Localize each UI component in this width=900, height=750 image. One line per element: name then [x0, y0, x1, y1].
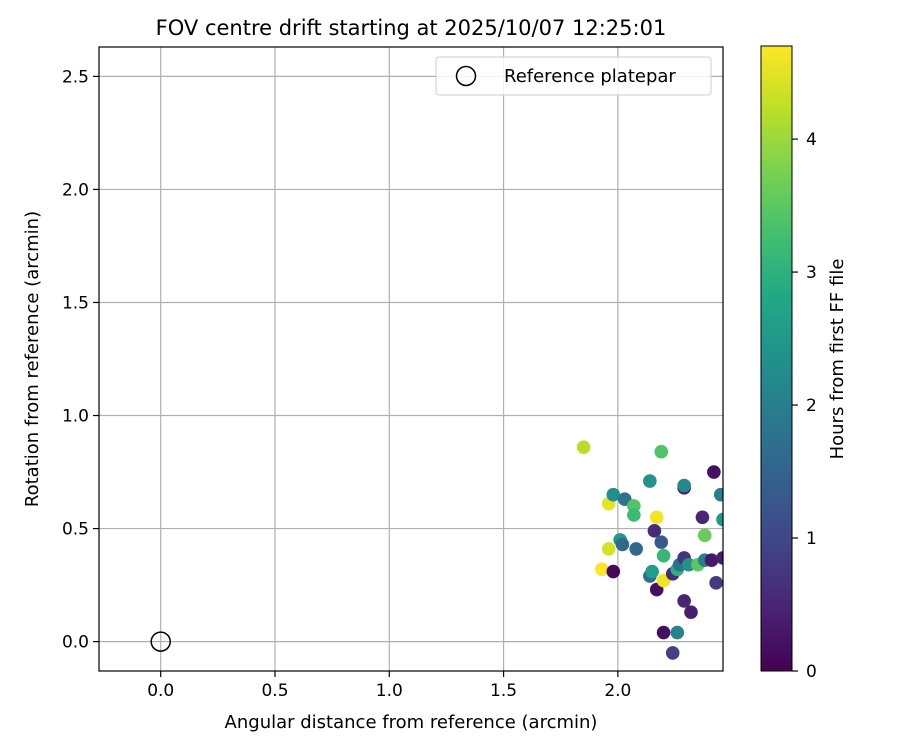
data-point	[649, 510, 664, 525]
data-points	[576, 440, 723, 660]
y-tick-label: 1.5	[62, 293, 89, 313]
data-point	[629, 542, 643, 556]
data-point	[654, 444, 669, 459]
plot-frame	[98, 46, 724, 672]
grid-lines	[99, 47, 723, 671]
y-tick-label: 1.0	[62, 407, 89, 427]
x-tick-label: 2.0	[604, 681, 631, 701]
colorbar: 0 1 2 3 4 Hours from first FF file	[760, 45, 848, 682]
y-tick-label: 0.0	[62, 633, 89, 653]
data-point	[665, 646, 680, 660]
legend-entry-label: Reference platepar	[504, 66, 676, 87]
x-tick-label: 1.0	[376, 681, 403, 701]
data-point	[645, 564, 659, 579]
colorbar-tick-label: 4	[806, 130, 817, 150]
colorbar-tick-label: 0	[806, 662, 817, 682]
data-point	[595, 562, 609, 577]
reference-platepar-point	[150, 631, 171, 652]
data-point	[713, 487, 723, 502]
data-point	[606, 564, 621, 579]
data-point	[615, 537, 630, 552]
legend-marker-icon	[455, 65, 477, 87]
data-point	[576, 440, 591, 454]
data-point	[647, 524, 662, 538]
x-axis-ticks: 0.0 0.5 1.0 1.5 2.0	[147, 671, 631, 701]
y-axis-ticks: 0.0 0.5 1.0 1.5 2.0 2.5	[62, 67, 99, 653]
data-point	[697, 528, 712, 543]
x-tick-label: 0.0	[147, 681, 174, 701]
reference-marker	[150, 631, 171, 652]
data-point	[716, 551, 723, 565]
colorbar-tick-label: 3	[806, 263, 817, 283]
data-point	[684, 605, 698, 620]
data-point	[716, 512, 723, 527]
legend-box	[435, 56, 712, 96]
y-tick-label: 2.5	[62, 67, 89, 87]
data-point	[677, 594, 691, 608]
y-axis-label: Rotation from reference (arcmin)	[22, 211, 43, 507]
legend: Reference platepar	[435, 56, 712, 96]
data-point	[677, 478, 691, 493]
data-point	[670, 625, 685, 640]
data-point	[656, 625, 671, 640]
y-tick-label: 0.5	[62, 520, 89, 540]
colorbar-tick-label: 2	[806, 396, 817, 416]
data-point	[627, 508, 641, 522]
x-tick-label: 0.5	[261, 681, 288, 701]
data-point	[643, 474, 657, 488]
colorbar-gradient	[760, 45, 793, 672]
colorbar-ticks: 0 1 2 3 4	[792, 130, 817, 682]
x-axis-label: Angular distance from reference (arcmin)	[225, 712, 598, 733]
data-point	[704, 553, 719, 568]
data-point	[601, 542, 616, 556]
data-point	[606, 487, 621, 502]
data-point	[695, 510, 710, 525]
data-point	[656, 548, 671, 563]
colorbar-label: Hours from first FF file	[827, 259, 848, 460]
x-tick-label: 1.5	[490, 681, 517, 701]
y-tick-label: 2.0	[62, 180, 89, 200]
chart-title: FOV centre drift starting at 2025/10/07 …	[156, 16, 667, 40]
data-point	[707, 465, 721, 479]
data-point	[709, 576, 723, 590]
colorbar-tick-label: 1	[806, 529, 817, 549]
data-point	[654, 535, 669, 549]
